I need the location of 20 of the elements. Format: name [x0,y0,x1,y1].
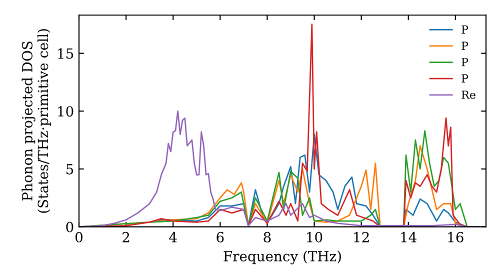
x-tick-label: 16 [448,232,464,242]
x-tick-label: 4 [169,232,177,242]
legend-label: Re [462,90,476,99]
y-tick-label: 0 [66,222,74,232]
x-tick-label: 6 [216,232,224,242]
x-tick-label: 0 [75,232,82,242]
x-tick-label: 12 [354,232,369,242]
x-tick-label: 14 [401,232,416,242]
y-tick-label: 5 [66,164,74,174]
y-axis-title: Phonon projected DOS (States/THz·primitive cell) [22,29,51,213]
y-tick-label: 15 [58,48,74,59]
x-axis-title: Frequency (THz) [224,250,341,264]
x-tick-label: 10 [307,232,322,242]
x-tick-label: 8 [264,232,271,242]
x-tick-label: 2 [122,232,130,242]
legend-label: P [462,42,468,50]
legend-label: P [462,74,468,82]
y-tick-label: 10 [58,106,74,117]
legend-label: P [462,25,468,34]
legend-label: P [462,58,468,66]
